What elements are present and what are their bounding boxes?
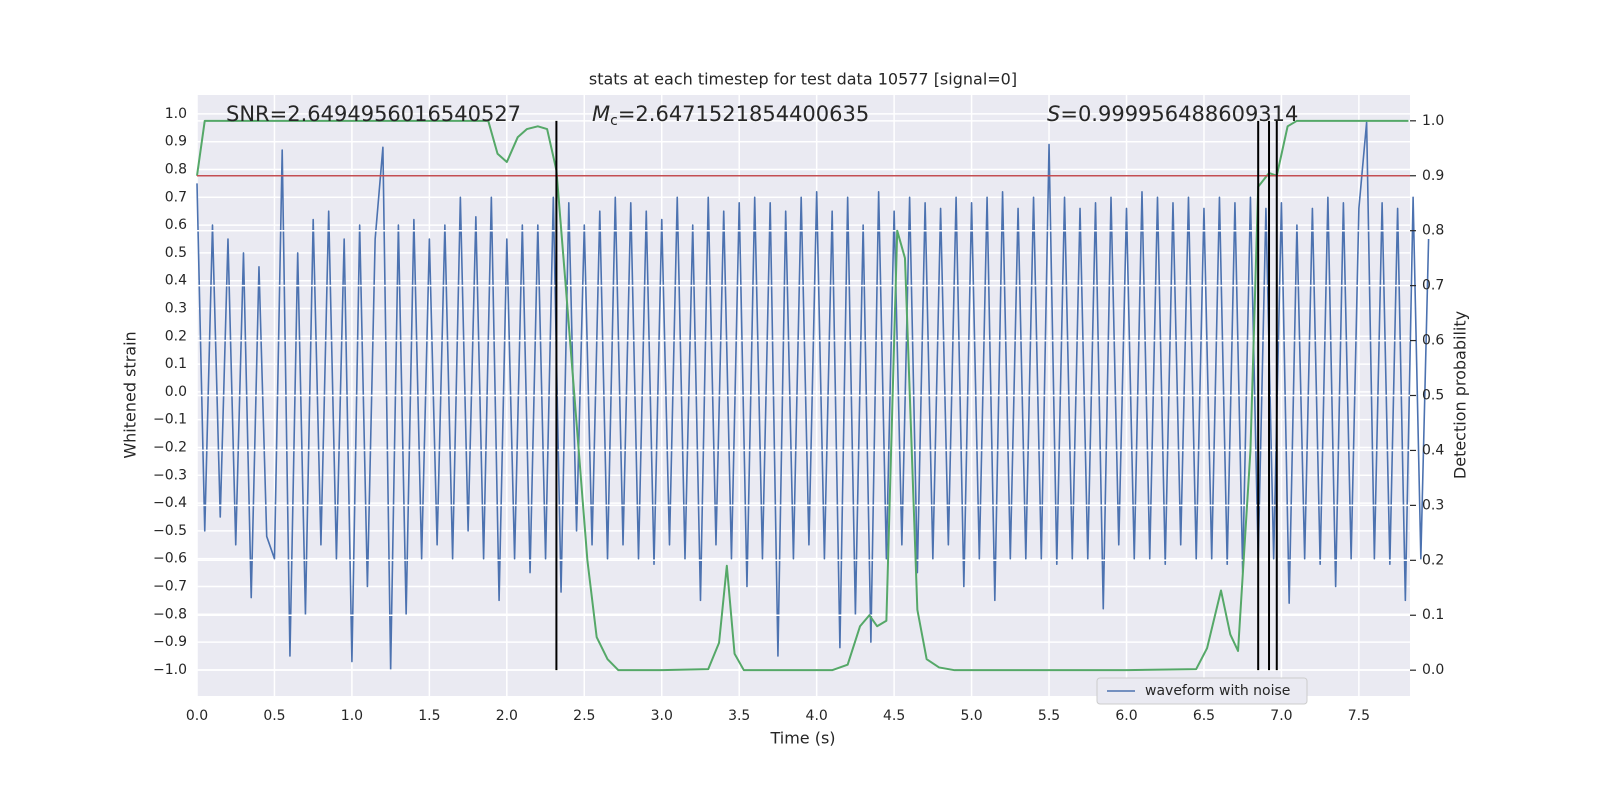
chart-title: stats at each timestep for test data 105… xyxy=(589,70,1017,89)
series-line xyxy=(196,119,1409,672)
y-tick-label: 0.8 xyxy=(165,161,187,177)
y2-tick-label: 0.3 xyxy=(1422,497,1444,513)
y2-tick-label: 0.4 xyxy=(1422,442,1444,458)
y2-tick-label: 0.2 xyxy=(1422,552,1444,568)
y2-axis-label: Detection probability xyxy=(1451,311,1470,479)
mc-text: =2.6471521854400635 xyxy=(618,102,869,126)
series-line xyxy=(196,121,1430,671)
snr-annotation: SNR=2.6494956016540527 xyxy=(226,102,521,126)
s-annotation: S=0.999956488609314 xyxy=(1047,102,1298,126)
x-tick-label: 7.5 xyxy=(1348,708,1370,724)
s-symbol: S xyxy=(1047,102,1060,126)
y-tick-label: −0.7 xyxy=(153,578,187,594)
legend-box xyxy=(1096,677,1308,705)
x-tick-label: 4.5 xyxy=(883,708,905,724)
x-tick-label: 0.5 xyxy=(263,708,285,724)
y2-tick-label: 1.0 xyxy=(1422,113,1444,129)
y-tick-label: 0.7 xyxy=(165,189,187,205)
x-tick-label: 1.0 xyxy=(341,708,363,724)
x-tick-label: 6.0 xyxy=(1115,708,1137,724)
y-tick-label: −1.0 xyxy=(153,662,187,678)
y2-tick-label: 0.0 xyxy=(1422,662,1444,678)
x-tick-label: 2.5 xyxy=(573,708,595,724)
y-axis-label: Whitened strain xyxy=(121,331,140,458)
y-tick-label: −0.5 xyxy=(153,523,187,539)
mc-symbol: M xyxy=(592,102,610,126)
y2-tick-label: 0.9 xyxy=(1422,168,1444,184)
y2-tick-label: 0.6 xyxy=(1422,333,1444,349)
y-tick-label: −0.6 xyxy=(153,551,187,567)
x-tick-label: 7.0 xyxy=(1270,708,1292,724)
y-tick-label: 0.9 xyxy=(165,134,187,150)
y-tick-label: 0.6 xyxy=(165,217,187,233)
y-tick-label: 0.3 xyxy=(165,300,187,316)
mc-subscript: c xyxy=(610,113,618,129)
y2-tick-label: 0.1 xyxy=(1422,607,1444,623)
y-tick-label: 0.2 xyxy=(165,328,187,344)
x-axis-label: Time (s) xyxy=(769,729,835,748)
plot-layer xyxy=(196,95,1430,696)
y-tick-label: 0.4 xyxy=(165,273,187,289)
x-tick-label: 2.0 xyxy=(496,708,518,724)
y-tick-label: −0.3 xyxy=(153,467,187,483)
x-tick-label: 3.0 xyxy=(651,708,673,724)
y2-tick-label: 0.8 xyxy=(1422,223,1444,239)
y-tick-label: 0.5 xyxy=(165,245,187,261)
y2-tick-label: 0.5 xyxy=(1422,388,1444,404)
x-tick-label: 6.5 xyxy=(1193,708,1215,724)
x-tick-label: 5.0 xyxy=(960,708,982,724)
x-tick-label: 4.0 xyxy=(806,708,828,724)
mc-annotation: Mc=2.6471521854400635 xyxy=(592,102,869,129)
y-tick-label: −0.9 xyxy=(153,634,187,650)
y-tick-label: −0.1 xyxy=(153,412,187,428)
y-tick-label: 0.0 xyxy=(165,384,187,400)
y-tick-label: 0.1 xyxy=(165,356,187,372)
y2-tick-label: 0.7 xyxy=(1422,278,1444,294)
legend-label: waveform with noise xyxy=(1145,683,1290,699)
y-tick-label: −0.8 xyxy=(153,606,187,622)
x-tick-label: 1.5 xyxy=(418,708,440,724)
y-tick-label: −0.2 xyxy=(153,439,187,455)
x-tick-label: 3.5 xyxy=(728,708,750,724)
y-tick-label: 1.0 xyxy=(165,106,187,122)
x-tick-label: 5.5 xyxy=(1038,708,1060,724)
s-text: =0.999956488609314 xyxy=(1060,102,1298,126)
x-tick-label: 0.0 xyxy=(186,708,208,724)
y-tick-label: −0.4 xyxy=(153,495,187,511)
